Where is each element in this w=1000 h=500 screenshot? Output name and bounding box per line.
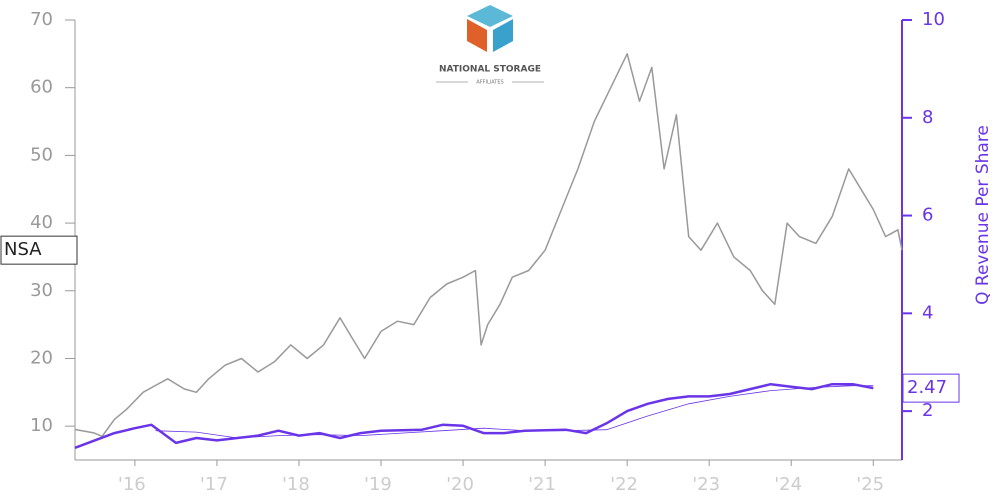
x-tick-label: '17 bbox=[200, 474, 228, 495]
y-tick-label: 70 bbox=[30, 9, 53, 30]
logo-subtext: AFFILIATES bbox=[476, 80, 503, 86]
x-tick-label: '18 bbox=[282, 474, 310, 495]
y-tick-label: 30 bbox=[30, 280, 53, 301]
x-tick-label: '22 bbox=[610, 474, 638, 495]
x-tick-label: '24 bbox=[774, 474, 802, 495]
y2-tick-label: 8 bbox=[922, 107, 933, 128]
y2-tick-label: 6 bbox=[922, 205, 933, 226]
y2-axis-label: Q Revenue Per Share bbox=[973, 125, 993, 305]
logo-left bbox=[467, 19, 487, 52]
last-value-label: 2.47 bbox=[907, 377, 947, 398]
y2-tick-label: 2 bbox=[922, 400, 933, 421]
series-label: NSA bbox=[4, 239, 42, 260]
series-line bbox=[74, 382, 874, 449]
x-tick-label: '19 bbox=[364, 474, 392, 495]
logo-right bbox=[493, 19, 513, 52]
y-tick-label: 60 bbox=[30, 77, 53, 98]
y-tick-label: 10 bbox=[30, 415, 53, 436]
x-tick-label: '25 bbox=[856, 474, 884, 495]
x-tick-label: '20 bbox=[446, 474, 474, 495]
series-line bbox=[155, 385, 874, 439]
logo-top bbox=[467, 5, 513, 27]
y2-tick-label: 10 bbox=[922, 9, 945, 30]
y2-tick-label: 4 bbox=[922, 302, 933, 323]
x-tick-label: '21 bbox=[528, 474, 556, 495]
series-label-box bbox=[0, 235, 78, 265]
logo-text: NATIONAL STORAGE bbox=[439, 65, 541, 75]
series-line bbox=[74, 53, 903, 438]
y-tick-label: 40 bbox=[30, 212, 53, 233]
y-tick-label: 20 bbox=[30, 347, 53, 368]
x-tick-label: '16 bbox=[118, 474, 146, 495]
last-value-box bbox=[902, 373, 960, 403]
logo: NATIONAL STORAGE AFFILIATES bbox=[436, 5, 544, 86]
y-tick-label: 50 bbox=[30, 144, 53, 165]
x-tick-label: '23 bbox=[692, 474, 720, 495]
